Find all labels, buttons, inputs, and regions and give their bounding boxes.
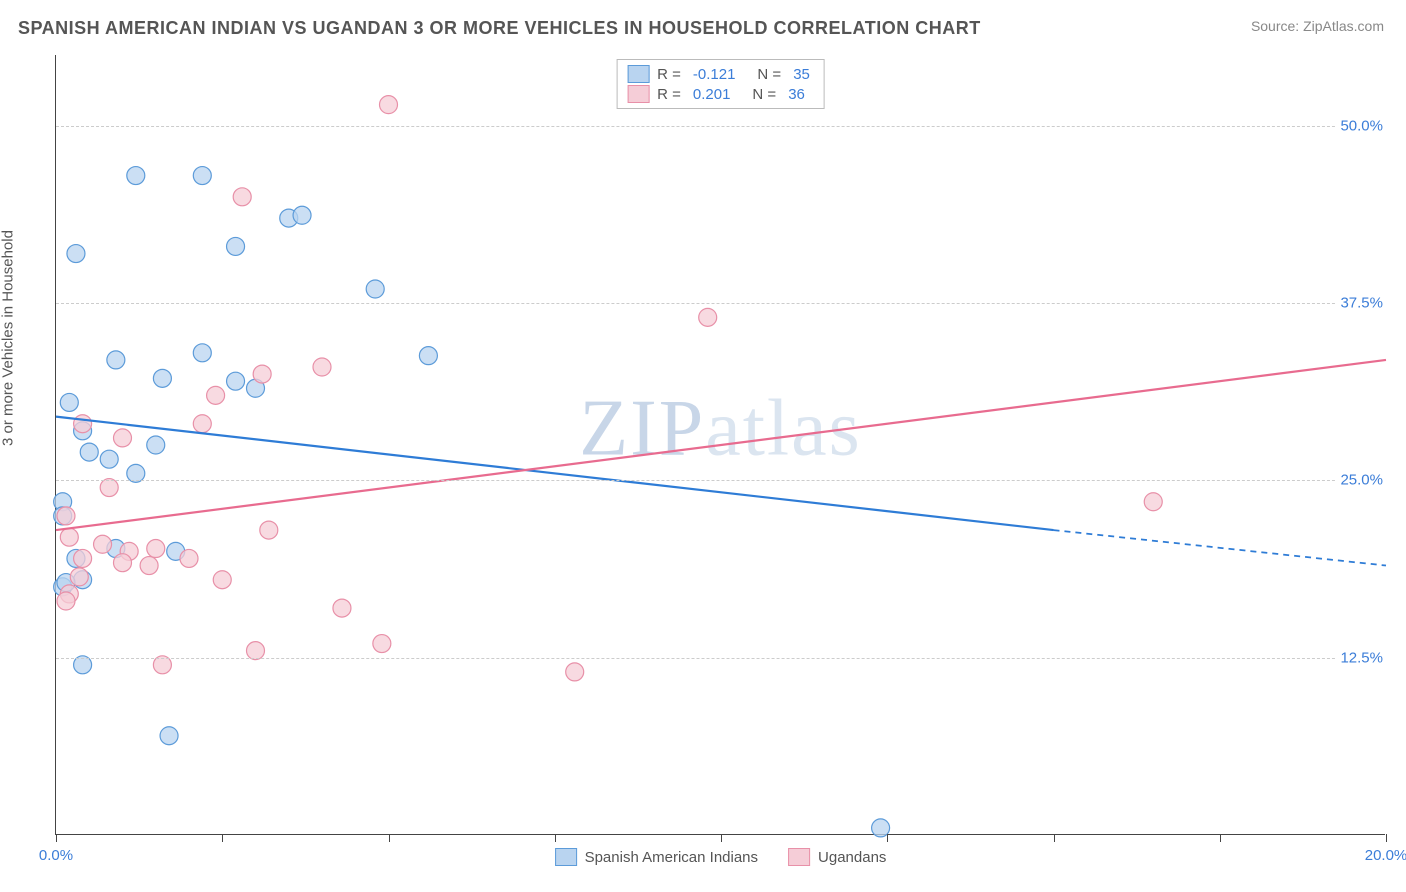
regression-line-extrapolated	[1054, 530, 1387, 565]
x-tick	[222, 834, 223, 842]
scatter-point	[293, 206, 311, 224]
scatter-point	[60, 393, 78, 411]
scatter-point	[147, 436, 165, 454]
scatter-point	[127, 167, 145, 185]
scatter-point	[366, 280, 384, 298]
scatter-point	[380, 96, 398, 114]
scatter-point	[193, 167, 211, 185]
scatter-point	[114, 429, 132, 447]
regression-line	[56, 417, 1054, 530]
legend-item-0: Spanish American Indians	[555, 848, 758, 866]
scatter-point	[60, 528, 78, 546]
scatter-point	[57, 592, 75, 610]
legend-item-1: Ugandans	[788, 848, 886, 866]
scatter-point	[180, 549, 198, 567]
scatter-point	[67, 245, 85, 263]
legend-label-1: Ugandans	[818, 849, 886, 866]
x-tick-label: 20.0%	[1365, 847, 1406, 864]
x-tick	[555, 834, 556, 842]
scatter-point	[699, 308, 717, 326]
swatch-series-0-bottom	[555, 848, 577, 866]
x-tick	[887, 834, 888, 842]
chart-title: SPANISH AMERICAN INDIAN VS UGANDAN 3 OR …	[18, 18, 981, 39]
legend-label-0: Spanish American Indians	[585, 849, 758, 866]
scatter-point	[100, 450, 118, 468]
scatter-point	[193, 415, 211, 433]
y-tick-label: 50.0%	[1336, 117, 1387, 134]
scatter-point	[419, 347, 437, 365]
scatter-point	[94, 535, 112, 553]
source-attribution: Source: ZipAtlas.com	[1251, 18, 1384, 34]
scatter-point	[227, 372, 245, 390]
x-tick	[721, 834, 722, 842]
scatter-point	[233, 188, 251, 206]
plot-svg	[56, 55, 1385, 834]
series-legend: Spanish American Indians Ugandans	[555, 848, 887, 866]
scatter-point	[70, 568, 88, 586]
scatter-point	[57, 507, 75, 525]
swatch-series-1-bottom	[788, 848, 810, 866]
scatter-point	[160, 727, 178, 745]
scatter-point	[213, 571, 231, 589]
y-tick-label: 12.5%	[1336, 649, 1387, 666]
scatter-point	[74, 415, 92, 433]
scatter-point	[207, 386, 225, 404]
scatter-point	[253, 365, 271, 383]
x-tick	[1220, 834, 1221, 842]
plot-area: ZIPatlas R = -0.121 N = 35 R = 0.201 N =…	[55, 55, 1385, 835]
scatter-point	[227, 237, 245, 255]
scatter-point	[153, 369, 171, 387]
scatter-point	[80, 443, 98, 461]
gridline	[56, 480, 1385, 481]
y-tick-label: 25.0%	[1336, 472, 1387, 489]
scatter-point	[373, 635, 391, 653]
x-tick-label: 0.0%	[39, 847, 73, 864]
scatter-point	[1144, 493, 1162, 511]
gridline	[56, 303, 1385, 304]
scatter-point	[140, 557, 158, 575]
scatter-point	[147, 540, 165, 558]
scatter-point	[107, 351, 125, 369]
scatter-point	[260, 521, 278, 539]
scatter-point	[114, 554, 132, 572]
x-tick	[56, 834, 57, 842]
x-tick	[1386, 834, 1387, 842]
scatter-point	[566, 663, 584, 681]
x-tick	[389, 834, 390, 842]
scatter-point	[193, 344, 211, 362]
scatter-point	[74, 549, 92, 567]
x-tick	[1054, 834, 1055, 842]
gridline	[56, 126, 1385, 127]
scatter-point	[333, 599, 351, 617]
scatter-point	[313, 358, 331, 376]
gridline	[56, 658, 1385, 659]
y-axis-label: 3 or more Vehicles in Household	[0, 230, 17, 446]
y-tick-label: 37.5%	[1336, 295, 1387, 312]
